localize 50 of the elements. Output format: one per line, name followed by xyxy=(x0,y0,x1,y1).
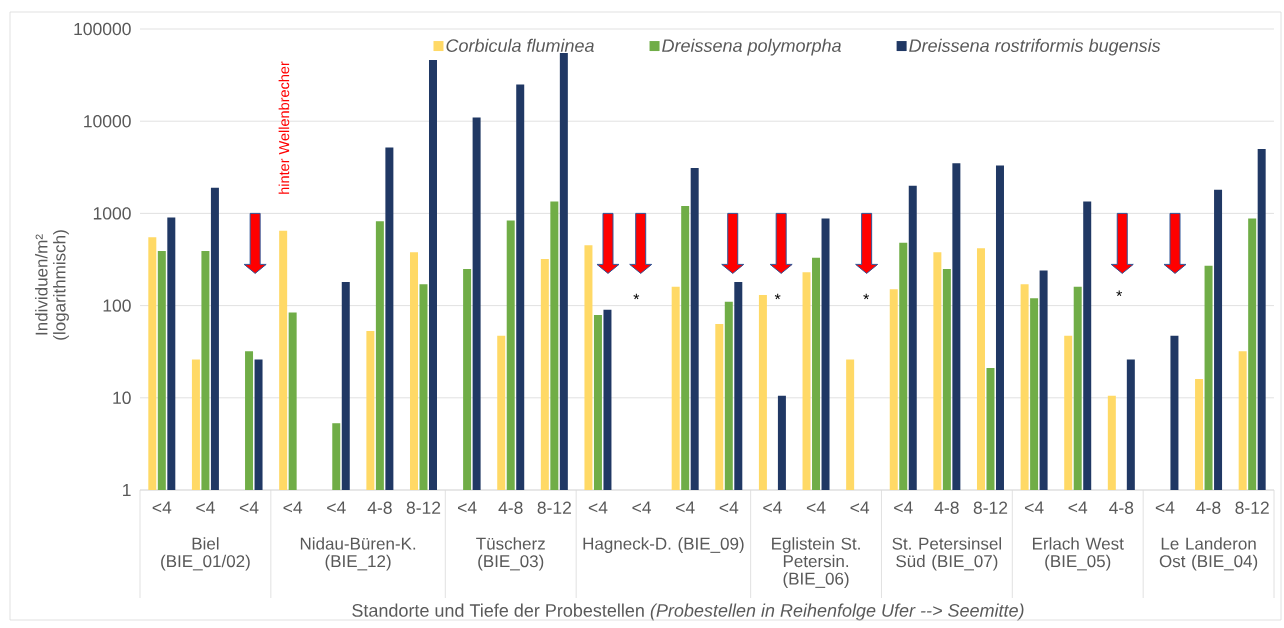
x-tick-label: <4 xyxy=(588,501,608,514)
x-tick-label: 8-12 xyxy=(973,501,1008,514)
annotation: * xyxy=(1116,290,1123,297)
x-tick-label: <4 xyxy=(239,501,259,514)
x-tick-label: <4 xyxy=(676,501,695,514)
x-tick-label: <4 xyxy=(457,501,477,514)
x-tick-label: 8-12 xyxy=(537,501,571,514)
x-tick-label: <4 xyxy=(1024,501,1044,514)
x-tick-label: <4 xyxy=(632,501,652,514)
x-tick-label: <4 xyxy=(196,501,215,514)
x-tick-label: 8-12 xyxy=(406,501,441,514)
text: Tüscherz (BIE_03) xyxy=(476,537,545,571)
x-tick-label: 4-8 xyxy=(1109,501,1134,514)
y-axis-title: Individuen/m² (logarithmisch) xyxy=(35,230,69,340)
y-tick-label: 100000 xyxy=(74,22,131,36)
text: Biel (BIE_01/02) xyxy=(161,537,250,571)
annotation: * xyxy=(633,293,640,300)
y-tick-label: 1 xyxy=(123,483,131,497)
x-tick-label: 8-12 xyxy=(1235,501,1269,514)
x-tick-label: <4 xyxy=(152,501,172,514)
y-tick-label: 10 xyxy=(113,391,131,404)
annotation: * xyxy=(863,293,870,300)
x-tick-label: 4-8 xyxy=(1196,501,1221,514)
text: Nidau-Büren-K. (BIE_12) xyxy=(300,537,416,571)
x-tick-label: 4-8 xyxy=(498,501,523,514)
x-tick-label: <4 xyxy=(1068,501,1088,514)
y-tick-label: 10000 xyxy=(84,115,131,128)
x-tick-label: <4 xyxy=(283,501,303,514)
text: Hagneck-D. (BIE_09) xyxy=(583,537,744,554)
x-tick-label: <4 xyxy=(763,501,782,514)
text: Le Landeron Ost (BIE_04) xyxy=(1159,537,1258,571)
y-tick-label: 1000 xyxy=(93,207,131,220)
text: Eglistein St. Petersin. (BIE_06) xyxy=(772,537,860,589)
legend-label: Dreissena polymorpha xyxy=(662,38,841,56)
x-tick-label: <4 xyxy=(327,501,346,514)
x-tick-label: <4 xyxy=(806,501,826,514)
legend-label: Dreissena rostriformis bugensis xyxy=(909,38,1161,56)
legend-label: Corbicula fluminea xyxy=(446,38,594,52)
x-tick-label: <4 xyxy=(1155,501,1175,514)
text: St. Petersinsel Süd (BIE_07) xyxy=(892,537,1002,571)
y-tick-label: 100 xyxy=(103,299,131,312)
x-tick-label: <4 xyxy=(894,501,913,514)
annotation: * xyxy=(774,293,781,300)
x-tick-label: 4-8 xyxy=(367,501,392,514)
x-tick-label: <4 xyxy=(719,501,739,514)
x-axis-title: Standorte und Tiefe der Probestellen (Probestellen in Reihenfolge Ufer --> Seemitte) xyxy=(352,603,1024,621)
annotation: hinter Wellenbrecher xyxy=(278,61,290,194)
x-tick-label: 4-8 xyxy=(934,501,959,514)
text: Erlach West (BIE_05) xyxy=(1033,537,1124,571)
x-tick-label: <4 xyxy=(850,501,870,514)
